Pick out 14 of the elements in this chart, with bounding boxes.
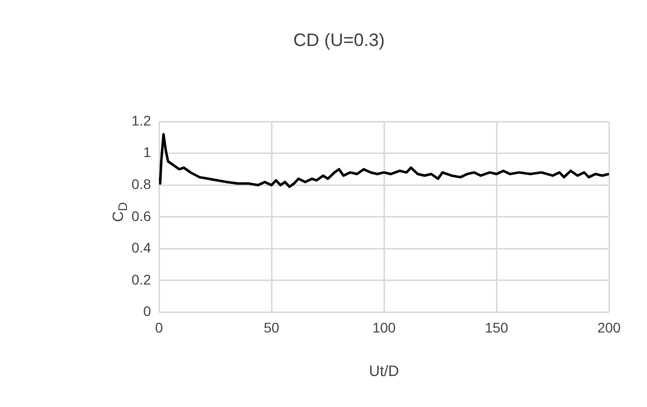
y-tick-label: 1.2 xyxy=(132,112,152,128)
x-tick-label: 200 xyxy=(597,319,621,336)
x-tick-label: 50 xyxy=(264,319,280,336)
y-tick-label: 0.4 xyxy=(132,240,152,256)
x-tick-label: 150 xyxy=(484,319,508,336)
x-tick-label: 0 xyxy=(155,319,164,336)
y-tick-label: 0 xyxy=(143,303,152,320)
x-axis-title: Ut/D xyxy=(369,363,400,380)
y-tick-label: 0.8 xyxy=(132,176,152,192)
y-tick-label: 0.6 xyxy=(132,208,152,224)
y-tick-label: 0.2 xyxy=(132,271,152,288)
chart-title: CD (U=0.3) xyxy=(293,30,385,50)
x-tick-label: 100 xyxy=(372,319,396,336)
y-tick-label: 1 xyxy=(143,144,152,160)
